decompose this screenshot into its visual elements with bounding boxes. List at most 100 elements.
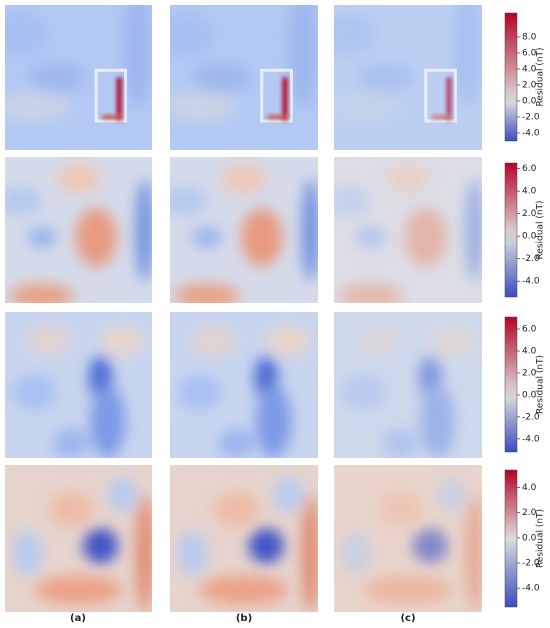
colorbar-tick-label: 6.0: [522, 325, 537, 335]
anomaly-bar: [267, 115, 289, 120]
heatmap-blob: [334, 186, 371, 216]
heatmap-blob: [465, 178, 482, 282]
colorbar-tick-label: 4.0: [522, 483, 537, 493]
heatmap-blobs: [334, 164, 482, 303]
colorbar-tick-label: -2.0: [522, 254, 540, 264]
heatmap-blob: [241, 208, 283, 267]
colorbar-tick-label: 0.0: [522, 533, 537, 543]
heatmap-blob: [177, 531, 207, 576]
colorbar-tick-label: 0.0: [522, 232, 537, 242]
heatmap-blob: [221, 164, 267, 194]
anomaly-bar: [102, 115, 123, 120]
colorbar: [504, 12, 518, 142]
colorbar-tick-label: -2.0: [522, 412, 540, 422]
anomaly-bar: [116, 77, 122, 121]
heatmap-layer: [5, 312, 152, 458]
colorbar-label: Residual (nT): [536, 355, 546, 414]
anomaly: [431, 77, 453, 121]
heatmap-layer: [5, 5, 152, 150]
colorbar-tick-label: 0.0: [522, 390, 537, 400]
heatmap-blob: [288, 5, 318, 107]
heatmap-blob: [53, 428, 89, 458]
heatmap-blob: [334, 12, 379, 56]
heatmap-layer: [170, 465, 318, 612]
heatmap-blob: [378, 491, 423, 527]
heatmap-blob: [338, 284, 404, 303]
anomaly: [267, 77, 289, 121]
heatmap-blob: [255, 385, 292, 458]
heatmap-blob: [5, 186, 42, 216]
heatmap-panel: [334, 465, 482, 612]
heatmap-blob: [334, 92, 401, 121]
heatmap-blob: [199, 575, 289, 605]
heatmap-blob: [170, 186, 207, 216]
heatmap-blob: [437, 476, 468, 513]
heatmap-panel: [5, 5, 152, 150]
heatmap-blob: [170, 12, 215, 56]
colorbar-tick-label: 4.0: [522, 65, 537, 75]
heatmap-blobs: [341, 326, 475, 458]
heatmap-blob: [135, 494, 152, 612]
heatmap-blob: [452, 5, 482, 107]
column-label: (b): [236, 613, 252, 624]
column-label: (a): [70, 613, 86, 624]
heatmap-blob: [90, 385, 126, 458]
heatmap-blobs: [12, 326, 145, 458]
heatmap-panel: [5, 312, 152, 458]
anomaly-bar: [431, 115, 453, 120]
heatmap-blob: [5, 92, 72, 121]
heatmap-blobs: [177, 476, 318, 612]
colorbar-tick-label: 2.0: [522, 368, 537, 378]
anomaly: [102, 77, 123, 121]
colorbar-tick-label: -4.0: [522, 434, 540, 444]
heatmap-panel: [170, 157, 318, 303]
heatmap-blob: [9, 284, 75, 303]
heatmap-blobs: [170, 5, 318, 121]
anomaly-box: [424, 68, 457, 123]
heatmap-layer: [5, 157, 152, 303]
heatmap-blob: [214, 491, 259, 527]
heatmap-blob: [248, 528, 284, 564]
heatmap-panel: [170, 465, 318, 612]
colorbar-tick-label: 8.0: [522, 33, 537, 43]
heatmap-layer: [334, 312, 482, 458]
heatmap-panel: [334, 312, 482, 458]
heatmap-blob: [82, 528, 119, 564]
heatmap-layer: [170, 312, 318, 458]
heatmap-blob: [12, 374, 57, 410]
colorbar: [504, 162, 518, 298]
heatmap-blob: [382, 428, 419, 458]
heatmap-blob: [192, 326, 237, 356]
anomaly-box: [260, 68, 293, 123]
anomaly-bar: [446, 77, 452, 121]
heatmap-blobs: [12, 476, 152, 612]
colorbar-tick-label: -4.0: [522, 277, 540, 287]
heatmap-blob: [419, 385, 456, 458]
colorbar-tick-label: -4.0: [522, 584, 540, 594]
heatmap-blob: [266, 326, 311, 356]
colorbar-tick-label: 0.0: [522, 97, 537, 107]
colorbar-label: Residual (nT): [536, 47, 546, 106]
heatmap-layer: [334, 5, 482, 150]
heatmap-blobs: [170, 164, 318, 303]
colorbar: [504, 469, 518, 608]
colorbar: [504, 316, 518, 453]
heatmap-blob: [301, 178, 318, 282]
heatmap-blob: [107, 476, 138, 513]
heatmap-blob: [341, 531, 372, 576]
heatmap-layer: [5, 465, 152, 612]
heatmap-blob: [34, 575, 123, 605]
colorbar-tick-label: -2.0: [522, 113, 540, 123]
heatmap-blob: [405, 208, 447, 267]
heatmap-blob: [27, 227, 57, 248]
heatmap-blob: [465, 494, 482, 612]
heatmap-blob: [49, 491, 94, 527]
heatmap-blob: [56, 164, 101, 194]
heatmap-blob: [27, 63, 86, 92]
colorbar-tick-label: 2.0: [522, 508, 537, 518]
heatmap-blobs: [5, 164, 152, 303]
heatmap-blob: [177, 374, 222, 410]
colorbar-label: Residual (nT): [536, 200, 546, 259]
colorbar-tick-label: -4.0: [522, 129, 540, 139]
